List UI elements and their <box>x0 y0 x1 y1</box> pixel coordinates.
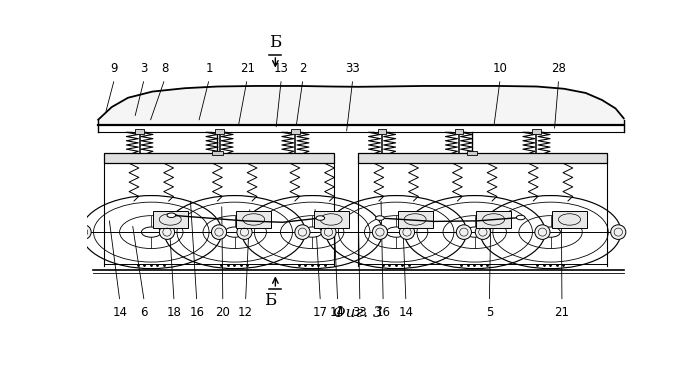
Bar <box>454 129 463 134</box>
Circle shape <box>375 216 384 220</box>
Text: 5: 5 <box>486 306 493 319</box>
Text: 13: 13 <box>274 62 289 75</box>
Text: 28: 28 <box>552 62 566 75</box>
Bar <box>314 211 349 228</box>
Bar <box>236 211 271 228</box>
Text: 18: 18 <box>166 306 182 319</box>
Ellipse shape <box>159 225 175 239</box>
Text: 14: 14 <box>113 306 127 319</box>
Bar <box>152 211 188 228</box>
Ellipse shape <box>456 225 471 239</box>
Text: 1: 1 <box>206 62 213 75</box>
Ellipse shape <box>475 225 491 239</box>
Ellipse shape <box>373 225 387 239</box>
Text: 12: 12 <box>238 306 253 319</box>
Circle shape <box>517 215 525 220</box>
Text: 8: 8 <box>161 62 168 75</box>
Bar <box>291 129 300 134</box>
Polygon shape <box>98 86 624 125</box>
Circle shape <box>387 227 406 237</box>
Text: 14: 14 <box>398 306 413 319</box>
Text: 20: 20 <box>215 306 230 319</box>
Circle shape <box>303 227 322 237</box>
Bar <box>476 211 511 228</box>
Bar <box>215 129 224 134</box>
Text: 10: 10 <box>493 62 507 75</box>
Text: 9: 9 <box>110 62 118 75</box>
Text: 33: 33 <box>345 62 360 75</box>
Ellipse shape <box>321 225 336 239</box>
Circle shape <box>167 213 175 218</box>
Text: 16: 16 <box>375 306 391 319</box>
Bar <box>532 129 541 134</box>
Text: 33: 33 <box>352 306 367 319</box>
Circle shape <box>225 227 245 237</box>
Text: Б: Б <box>269 34 282 51</box>
Text: Фиг. 3: Фиг. 3 <box>333 306 383 320</box>
Text: 16: 16 <box>189 306 204 319</box>
Text: 21: 21 <box>554 306 570 319</box>
Circle shape <box>541 227 561 237</box>
Circle shape <box>465 227 484 237</box>
Ellipse shape <box>211 225 226 239</box>
Ellipse shape <box>76 225 91 239</box>
Bar <box>212 151 223 155</box>
Text: 17: 17 <box>313 306 328 319</box>
Ellipse shape <box>399 225 415 239</box>
Bar <box>398 211 433 228</box>
Bar <box>359 153 607 163</box>
Text: 3: 3 <box>140 62 148 75</box>
Text: 21: 21 <box>240 62 254 75</box>
Circle shape <box>141 227 161 237</box>
Circle shape <box>316 216 324 220</box>
Bar <box>377 129 387 134</box>
Bar <box>136 129 144 134</box>
Ellipse shape <box>611 225 626 239</box>
Text: 6: 6 <box>140 306 148 319</box>
Text: 14: 14 <box>330 306 345 319</box>
Ellipse shape <box>237 225 252 239</box>
Bar <box>467 151 477 155</box>
Ellipse shape <box>535 225 550 239</box>
Text: Б: Б <box>264 292 276 309</box>
Text: 2: 2 <box>299 62 307 75</box>
Bar <box>103 153 334 163</box>
Ellipse shape <box>295 225 310 239</box>
Bar <box>552 211 587 228</box>
